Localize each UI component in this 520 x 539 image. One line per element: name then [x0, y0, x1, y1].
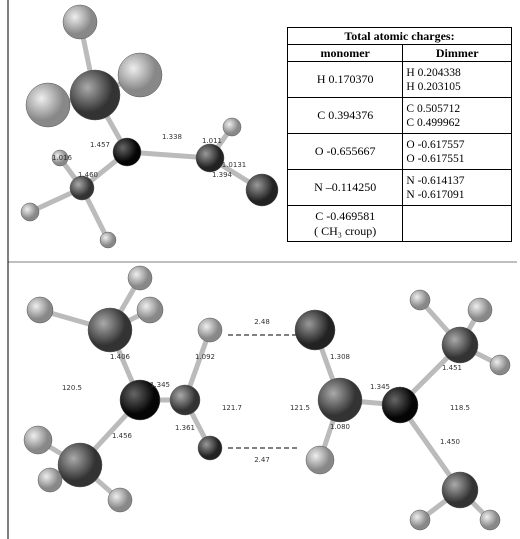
atom	[100, 232, 116, 248]
cell: C 0.394376	[288, 98, 403, 134]
atom	[295, 310, 335, 350]
atom	[137, 297, 163, 323]
atom	[170, 385, 200, 415]
bond-label: 1.456	[112, 432, 133, 440]
bond-label: 1.080	[330, 423, 350, 431]
bond-label: 1.0131	[222, 161, 247, 169]
bond-label: 1.451	[442, 364, 462, 372]
atom	[223, 118, 241, 136]
header: monomer	[288, 45, 403, 62]
cell: H 0.170370	[288, 62, 403, 98]
line: C -0.469581	[291, 209, 399, 224]
bond-label: 121.7	[222, 404, 242, 412]
atom	[480, 510, 500, 530]
atom	[24, 426, 52, 454]
atom	[318, 378, 362, 422]
atom	[128, 266, 152, 290]
bond-label: 1.011	[202, 137, 222, 145]
bond-label: 1.345	[370, 383, 390, 391]
cell	[403, 206, 512, 242]
bond-label: 1.092	[195, 353, 215, 361]
atom	[306, 446, 334, 474]
bond-label: 1.361	[175, 424, 195, 432]
atom	[246, 174, 278, 206]
line: O -0.617551	[406, 152, 508, 166]
atom	[70, 176, 94, 200]
bond-label: 1.450	[440, 438, 460, 446]
atom	[108, 488, 132, 512]
atom	[88, 308, 132, 352]
atom	[26, 83, 70, 127]
cell: C -0.469581( CH₃ croup)	[288, 206, 403, 242]
cell: O -0.655667	[288, 134, 403, 170]
atom	[382, 387, 418, 423]
bond-label: 121.5	[290, 404, 310, 412]
atom	[38, 468, 62, 492]
atom	[27, 297, 53, 323]
table-title: Total atomic charges:	[288, 28, 512, 45]
bond-label: 1.016	[52, 154, 73, 162]
bond-label: 2.47	[254, 456, 270, 464]
line: H 0.204338	[406, 66, 508, 80]
header: Dimmer	[403, 45, 512, 62]
atom	[410, 510, 430, 530]
bond-label: 1.345	[150, 381, 170, 389]
atom	[58, 443, 102, 487]
line: O -0.617557	[406, 138, 508, 152]
line: C 0.499962	[406, 116, 508, 130]
atom	[198, 318, 222, 342]
bond-label: 118.5	[450, 404, 470, 412]
line: ( CH₃ croup)	[291, 224, 399, 239]
line: H 0.203105	[406, 80, 508, 94]
atom	[490, 355, 510, 375]
bond-label: 1.406	[110, 353, 131, 361]
bond-label: 1.460	[78, 171, 98, 179]
line: N -0.617091	[406, 188, 508, 202]
atom	[113, 138, 141, 166]
bond-label: 1.308	[330, 353, 350, 361]
atom	[442, 472, 478, 508]
atom	[196, 144, 224, 172]
bond-label: 1.394	[212, 171, 233, 179]
bond-label: 120.5	[62, 384, 82, 392]
bond-label: 1.457	[90, 141, 110, 149]
atom	[442, 327, 478, 363]
atom	[118, 53, 162, 97]
bond-label: 1.338	[162, 133, 182, 141]
atom	[410, 290, 430, 310]
cell: N –0.114250	[288, 170, 403, 206]
atom	[63, 5, 97, 39]
line: C 0.505712	[406, 102, 508, 116]
bond-label: 2.48	[254, 318, 270, 326]
figure: 1.457 1.338 1.011 1.0131 1.394 1.460 1.016 2.48…	[0, 0, 520, 539]
atom	[21, 203, 39, 221]
atom	[468, 298, 492, 322]
atom	[70, 70, 120, 120]
atom	[198, 436, 222, 460]
line: N -0.614137	[406, 174, 508, 188]
